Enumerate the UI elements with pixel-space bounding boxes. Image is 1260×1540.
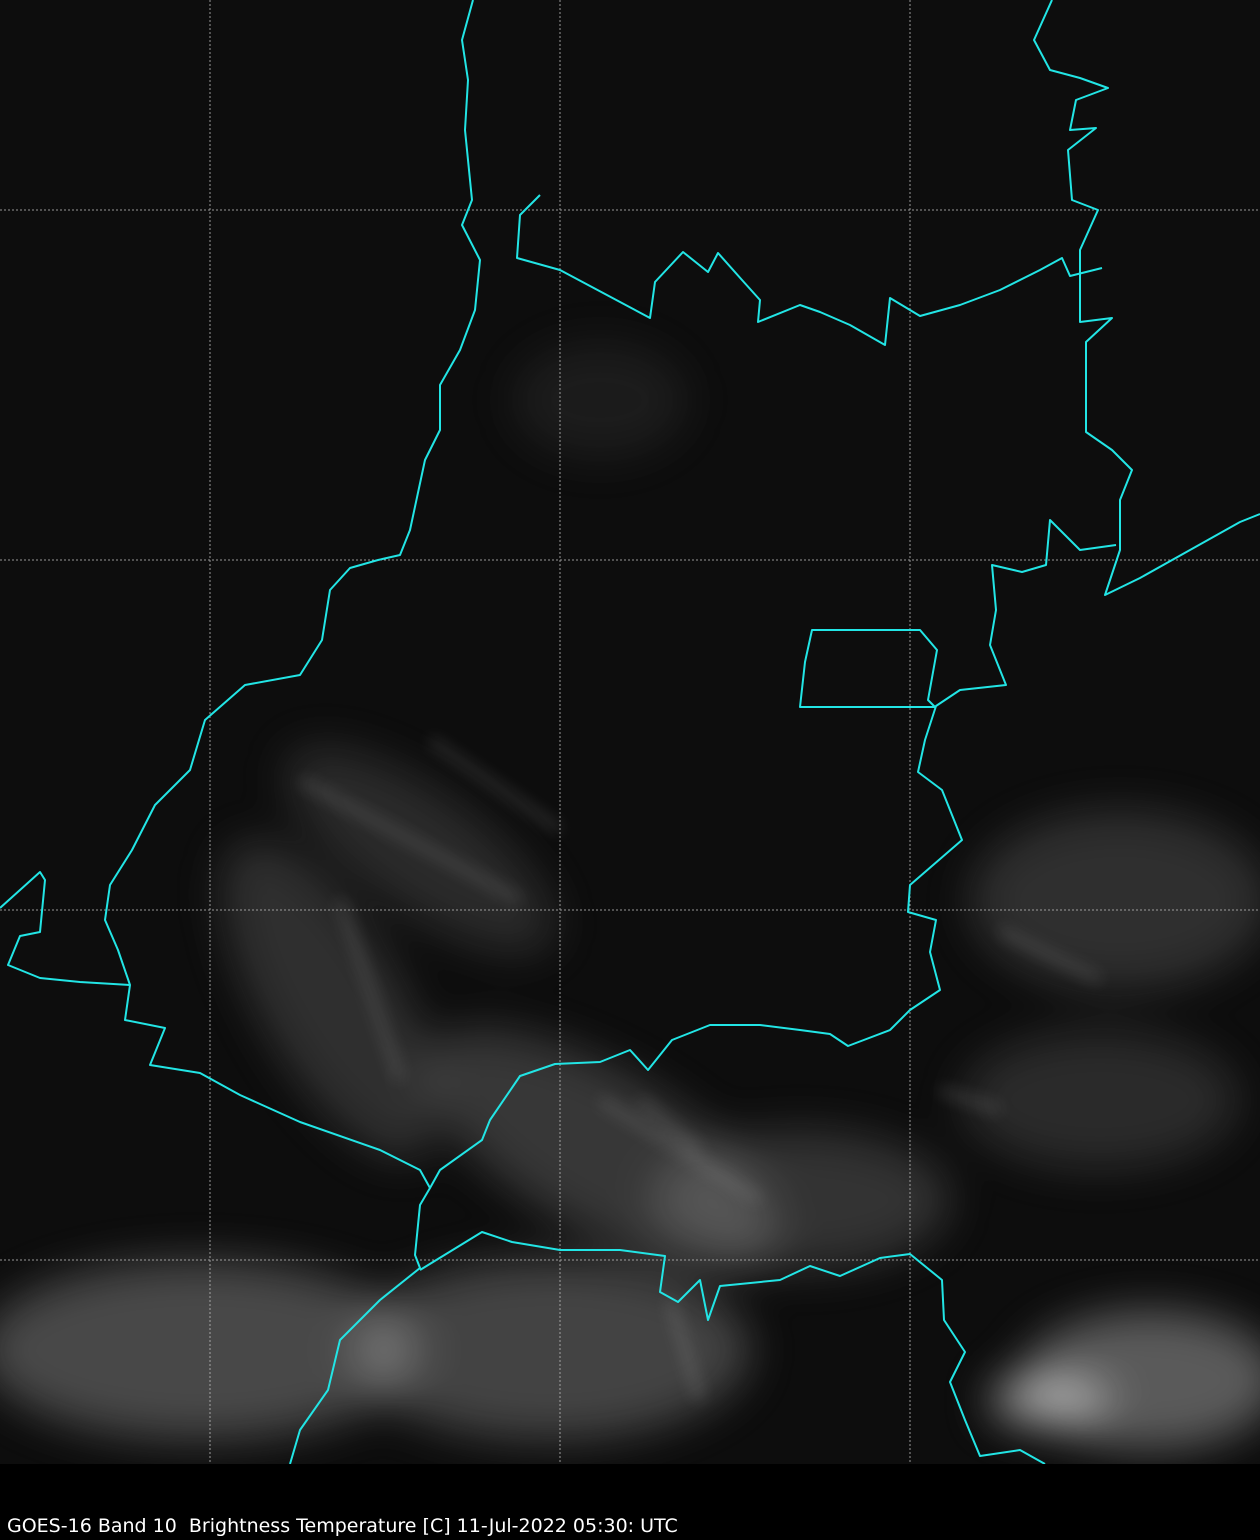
- satellite-map: [0, 0, 1260, 1464]
- cloud-streaks: [298, 737, 1102, 1401]
- eastern-border: [1033, 0, 1260, 596]
- western-border: [104, 0, 481, 1464]
- central-eastern-border: [429, 519, 1117, 1189]
- southern-border: [419, 1231, 1046, 1464]
- state-borders: [0, 0, 1260, 1464]
- northern-border: [516, 194, 1103, 346]
- western-protrusion-border: [0, 871, 131, 986]
- graticule-grid: [0, 0, 1260, 1464]
- federal-district-border: [799, 629, 938, 708]
- image-caption: GOES-16 Band 10 Brightness Temperature […: [7, 1515, 678, 1537]
- cloud-layer: [0, 340, 1260, 1450]
